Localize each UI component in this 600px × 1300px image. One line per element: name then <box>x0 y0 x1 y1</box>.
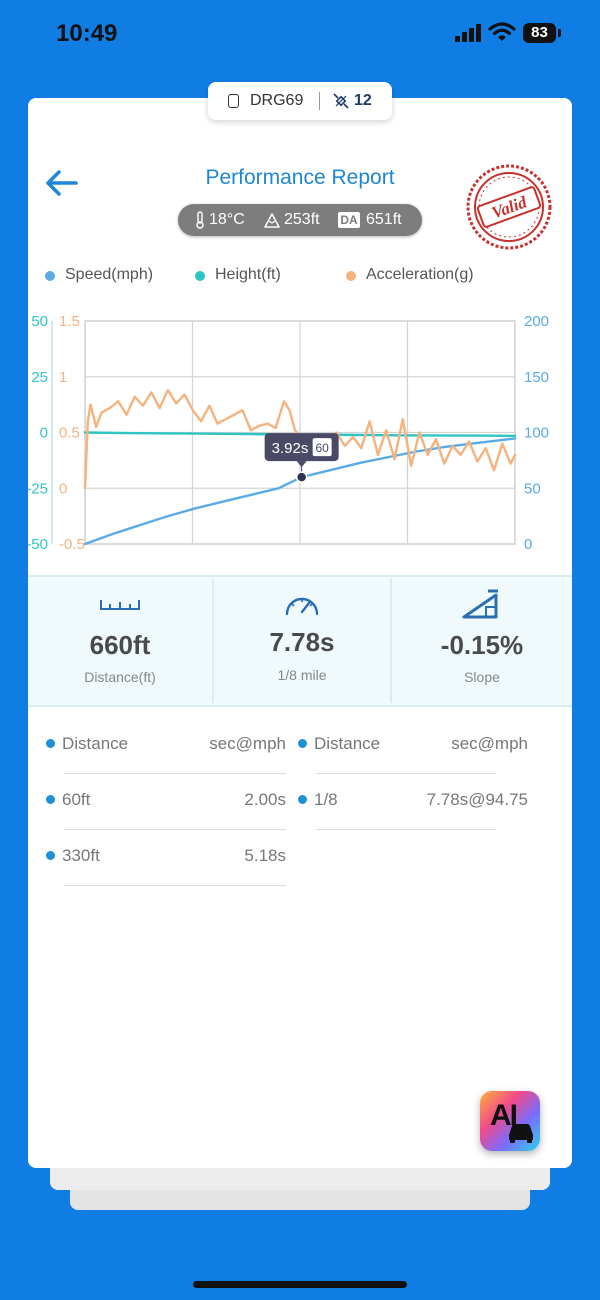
table-header-row: Distance sec@mph <box>298 718 528 774</box>
height-tick-label: 0 <box>40 425 48 442</box>
height-tick-label: 50 <box>31 313 48 330</box>
slope-value: -0.15% <box>440 630 524 660</box>
phone-icon <box>228 94 239 108</box>
home-indicator <box>193 1281 407 1288</box>
acceleration-tick-label: -0.5 <box>59 536 85 553</box>
height-tick-label: 25 <box>31 369 48 386</box>
table-header-row: Distance sec@mph <box>46 718 286 774</box>
tooltip-speed-box <box>312 438 332 457</box>
distance-label: Distance(ft) <box>84 669 156 685</box>
stats-panel: 660ft Distance(ft) 7.78s 1/8 mile -0.15% <box>28 575 572 707</box>
stat-time: 7.78s 1/8 mile <box>214 577 390 705</box>
satellite-count: 12 <box>354 92 372 109</box>
density-altitude-value: 651ft <box>366 211 402 228</box>
car-icon <box>509 1124 533 1143</box>
conditions-badge: 18°C 253ft DA 651ft <box>178 204 422 236</box>
speed-tick-label: 200 <box>524 313 549 330</box>
tooltip-time: 3.92s <box>272 440 309 457</box>
height-tick-label: -25 <box>28 480 48 497</box>
time-label: 1/8 mile <box>277 667 327 683</box>
battery-level: 83 <box>523 23 556 43</box>
cellular-signal-icon <box>455 24 481 42</box>
device-name: DRG69 <box>250 92 304 109</box>
wifi-icon <box>488 22 516 41</box>
page-title: Performance Report <box>205 166 395 189</box>
slope-label: Slope <box>464 669 500 685</box>
acceleration-tick-label: 1 <box>59 369 67 386</box>
battery-icon: 83 <box>523 23 561 43</box>
speed-tick-label: 150 <box>524 369 549 386</box>
series-line-acceleration-g <box>83 388 517 490</box>
status-time: 10:49 <box>56 20 118 47</box>
satellite-icon <box>333 93 349 109</box>
speed-tick-label: 0 <box>524 536 532 553</box>
tooltip-speed: 60 <box>315 441 329 455</box>
slope-icon <box>462 589 498 619</box>
mountain-icon <box>264 213 280 228</box>
valid-stamp-icon: Valid <box>466 164 552 250</box>
acceleration-tick-label: 1.5 <box>59 313 80 330</box>
density-altitude-icon: DA <box>338 212 360 228</box>
performance-chart[interactable]: 50 25 0 -25 -50 1.5 1 0.5 0 -0.5 200 150 100 50 0 3.92s… <box>28 298 572 568</box>
ruler-icon <box>100 600 140 610</box>
table-row: 330ft 5.18s <box>46 830 286 886</box>
distance-value: 660ft <box>89 630 151 660</box>
device-selector[interactable]: DRG69 12 <box>208 82 392 120</box>
altitude-value: 253ft <box>284 211 320 228</box>
height-tick-label: -50 <box>28 536 48 553</box>
divider <box>319 92 320 110</box>
time-value: 7.78s <box>269 627 335 657</box>
acceleration-tick-label: 0.5 <box>59 425 80 442</box>
chart-legend: Speed(mph) Height(ft) Acceleration(g) <box>28 266 572 290</box>
temperature-value: 18°C <box>209 211 245 228</box>
speed-tick-label: 100 <box>524 425 549 442</box>
acceleration-tick-label: 0 <box>59 480 67 497</box>
stat-slope: -0.15% Slope <box>392 577 572 705</box>
table-row: 60ft 2.00s <box>46 774 286 830</box>
status-bar: 10:49 83 <box>0 0 600 70</box>
table-row: 1/8 7.78s@94.75 <box>298 774 528 830</box>
ai-assistant-button[interactable]: AI <box>480 1091 540 1151</box>
tooltip-arrow <box>296 461 307 468</box>
thermometer-icon <box>196 211 204 229</box>
back-arrow-icon[interactable] <box>42 168 82 198</box>
report-card: Performance Report 18°C 253ft DA 651ft V… <box>28 98 572 1168</box>
stat-distance: 660ft Distance(ft) <box>28 577 212 705</box>
tooltip-marker <box>295 471 308 483</box>
speed-tick-label: 50 <box>524 480 541 497</box>
speedometer-icon <box>285 597 319 616</box>
